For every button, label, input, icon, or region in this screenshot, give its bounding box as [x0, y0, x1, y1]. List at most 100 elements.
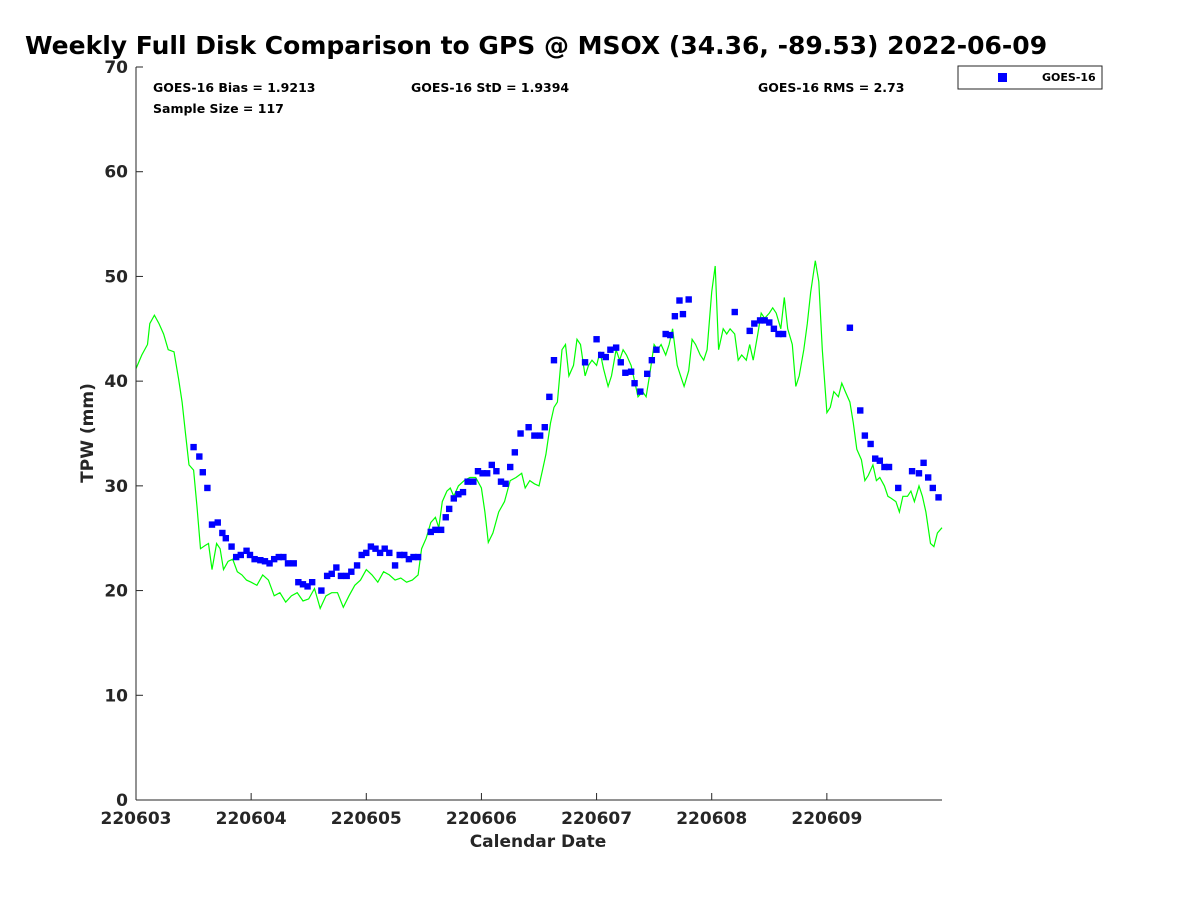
goes16-point: [479, 470, 486, 477]
goes16-point: [908, 467, 916, 475]
goes16-point: [190, 443, 197, 451]
series-layer: [135, 260, 943, 611]
goes16-point: [915, 470, 923, 477]
goes16-point: [885, 463, 893, 471]
goes16-point: [442, 514, 449, 521]
goes16-point: [935, 494, 942, 501]
goes16-point: [507, 463, 514, 471]
x-tick-label: 220606: [446, 809, 517, 829]
goes16-point: [427, 528, 434, 536]
goes16-point: [414, 553, 422, 561]
goes16-point: [766, 319, 773, 326]
x-tick-label: 220607: [561, 809, 632, 829]
chart-title: Weekly Full Disk Comparison to GPS @ MSO…: [25, 31, 1047, 60]
goes16-point: [257, 557, 264, 564]
goes16-point: [622, 369, 629, 376]
goes16-point: [602, 353, 609, 361]
goes16-point: [627, 368, 635, 375]
y-tick-label: 30: [104, 477, 128, 497]
stat-bias: GOES-16 Bias = 1.9213: [153, 80, 315, 95]
goes16-point: [929, 484, 936, 492]
goes16-point: [653, 346, 660, 353]
goes16-point: [251, 555, 258, 563]
goes16-point: [497, 478, 505, 485]
goes16-point: [644, 370, 651, 378]
goes16-point: [343, 572, 350, 580]
legend-marker-goes16: [998, 73, 1007, 82]
goes16-point: [617, 359, 624, 366]
goes16-point: [295, 578, 302, 586]
ticks-layer: 0 10 20 30 40 50 60 70 220603 220604 220605 220606 2…: [101, 58, 863, 829]
goes16-point: [432, 526, 439, 534]
goes16-point: [391, 562, 399, 569]
goes16-point: [493, 467, 500, 475]
goes16-point: [502, 480, 509, 487]
goes16-point: [323, 572, 331, 580]
y-tick-label: 40: [104, 372, 128, 392]
goes16-point: [525, 424, 532, 431]
goes16-point: [881, 463, 888, 471]
x-axis-label: Calendar Date: [470, 832, 607, 852]
goes16-point: [593, 336, 600, 343]
goes16-point: [261, 558, 269, 565]
goes16-point: [667, 331, 674, 339]
goes16-point: [290, 560, 297, 567]
goes16-point: [450, 495, 457, 502]
goes16-point: [857, 407, 864, 414]
y-tick-label: 60: [104, 163, 128, 183]
goes16-point: [761, 317, 768, 324]
goes16-point: [228, 543, 235, 550]
goes16-point: [410, 553, 417, 561]
goes16-point: [196, 453, 203, 460]
goes16-point: [372, 545, 379, 552]
legend: GOES-16: [957, 65, 1103, 90]
stat-sample-size: Sample Size = 117: [153, 101, 284, 116]
goes16-point: [876, 457, 884, 464]
goes16-point: [405, 555, 413, 563]
goes16-point: [648, 357, 656, 364]
goes16-point: [333, 564, 340, 571]
goes16-point: [597, 351, 605, 359]
goes16-point: [275, 553, 282, 561]
goes16-point: [358, 551, 365, 559]
y-tick-label: 10: [104, 686, 128, 706]
goes16-point: [474, 467, 482, 475]
plot-area: 0 10 20 30 40 50 60 70 220603 220604 220605 220606 2…: [101, 58, 943, 829]
goes16-point: [348, 568, 355, 575]
goes16-point: [581, 359, 589, 366]
goes16-point: [396, 551, 403, 559]
goes16-point: [536, 432, 544, 439]
goes16-point: [662, 330, 669, 338]
goes16-point: [895, 484, 902, 492]
goes16-point: [363, 549, 370, 557]
y-axis-label: TPW (mm): [78, 383, 98, 483]
goes16-point: [470, 478, 477, 485]
goes16-point: [401, 551, 408, 559]
y-tick-label: 50: [104, 267, 128, 287]
x-tick-label: 220609: [791, 809, 862, 829]
goes16-point: [517, 430, 524, 437]
goes16-point: [483, 470, 491, 477]
goes16-point: [546, 393, 553, 401]
goes16-point: [353, 562, 361, 569]
goes16-point: [308, 578, 316, 586]
goes16-point: [386, 549, 393, 557]
x-tick-label: 220604: [216, 809, 287, 829]
x-tick-label: 220608: [676, 809, 747, 829]
goes16-point: [318, 587, 325, 594]
goes16-point: [550, 357, 558, 364]
goes16-point: [531, 432, 538, 439]
goes16-point: [445, 505, 453, 513]
goes16-point: [222, 535, 230, 542]
goes16-point: [924, 474, 932, 481]
goes16-point: [304, 583, 311, 590]
goes16-point: [199, 469, 206, 476]
goes16-point: [381, 545, 388, 552]
y-tick-label: 0: [116, 791, 128, 811]
goes16-point: [237, 551, 244, 559]
legend-box: [957, 65, 1103, 90]
goes16-point: [208, 521, 216, 528]
goes16-point: [676, 297, 683, 304]
x-tick-label: 220603: [101, 809, 172, 829]
goes16-point: [367, 543, 375, 550]
